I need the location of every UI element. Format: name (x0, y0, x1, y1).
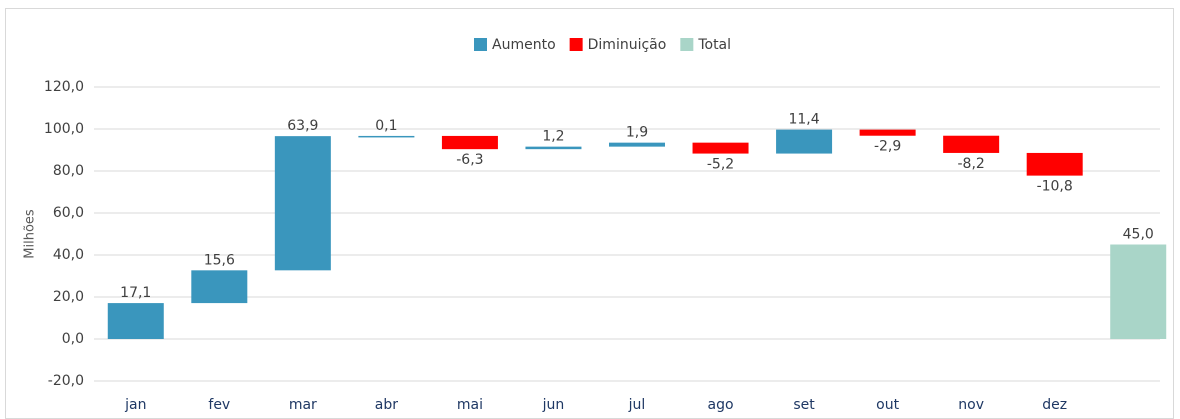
bar (274, 136, 331, 271)
y-tick-label: 0,0 (62, 331, 84, 347)
legend-swatch (680, 38, 694, 51)
x-tick-label: jul (628, 397, 646, 413)
data-label: -5,2 (707, 157, 734, 173)
bar (525, 146, 582, 150)
x-tick-label: fev (208, 397, 230, 413)
data-label: 63,9 (287, 118, 318, 134)
y-tick-label: 120,0 (44, 79, 84, 95)
bar (776, 129, 833, 154)
bar (609, 142, 665, 147)
legend-label: Diminuição (588, 37, 667, 53)
legend-swatch (474, 38, 487, 51)
x-tick-label: mar (289, 397, 317, 413)
y-axis-label: Milhões (23, 209, 38, 259)
data-label: 1,2 (542, 129, 564, 145)
bar (943, 135, 1000, 153)
bar (692, 142, 749, 154)
y-tick-label: 20,0 (53, 289, 84, 305)
data-label: -6,3 (456, 152, 483, 168)
x-tick-label: nov (958, 397, 984, 413)
data-label: 17,1 (120, 285, 151, 301)
y-tick-label: 80,0 (53, 163, 84, 179)
bar (441, 135, 498, 150)
y-tick-label: 40,0 (53, 247, 84, 263)
x-tick-label: jun (542, 397, 565, 413)
legend-swatch (569, 38, 583, 51)
y-tick-label: 100,0 (44, 121, 84, 137)
data-label: 0,1 (375, 118, 397, 134)
data-label: -10,8 (1037, 179, 1073, 195)
bar (358, 135, 415, 138)
x-tick-label: set (793, 397, 815, 413)
bar (191, 270, 248, 304)
bar (107, 303, 164, 339)
x-tick-label: out (876, 397, 899, 413)
data-label: 11,4 (788, 112, 819, 128)
x-tick-label: mai (457, 397, 483, 413)
data-label: 15,6 (204, 252, 235, 268)
legend-label: Total (697, 37, 731, 53)
data-label: -2,9 (874, 139, 901, 155)
bar (1026, 152, 1083, 176)
data-label: 45,0 (1123, 227, 1154, 243)
bar (1110, 244, 1167, 339)
legend-label: Aumento (492, 37, 556, 53)
data-label: -8,2 (957, 156, 984, 172)
y-tick-label: 60,0 (53, 205, 84, 221)
x-tick-label: abr (375, 397, 398, 413)
x-tick-label: jan (124, 397, 146, 413)
x-tick-label: dez (1042, 397, 1067, 413)
x-tick-label: ago (708, 397, 734, 413)
y-tick-label: -20,0 (48, 373, 84, 389)
bar (859, 129, 916, 136)
data-label: 1,9 (626, 125, 648, 141)
